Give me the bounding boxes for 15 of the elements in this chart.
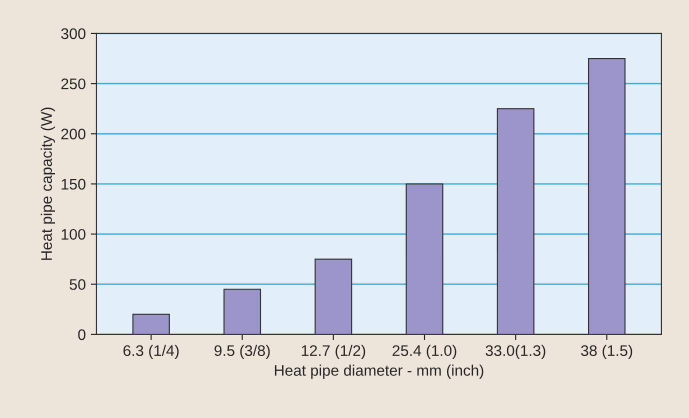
y-tick-label: 50	[70, 279, 86, 290]
x-tick-label: 33.0(1.3)	[486, 344, 546, 360]
y-tick-label: 300	[61, 28, 86, 40]
y-tick-label: 150	[62, 178, 86, 190]
y-tick-label: 250	[61, 78, 86, 90]
x-tick-label: 9.5 (3/8)	[214, 344, 270, 360]
x-tick-label: 25.4 (1.0)	[392, 344, 456, 360]
x-tick-label: 38 (1.5)	[581, 344, 632, 360]
y-tick-label: 0	[78, 329, 86, 340]
x-axis-title: Heat pipe diameter - mm (inch)	[274, 364, 484, 379]
x-tick-label: 12.7 (1/2)	[302, 344, 366, 360]
y-tick-label: 200	[61, 128, 86, 140]
y-axis-title: Heat pipe capacity (W)	[40, 108, 55, 260]
x-tick-label: 6.3 (1/4)	[123, 344, 179, 360]
y-tick-label: 100	[62, 228, 86, 240]
